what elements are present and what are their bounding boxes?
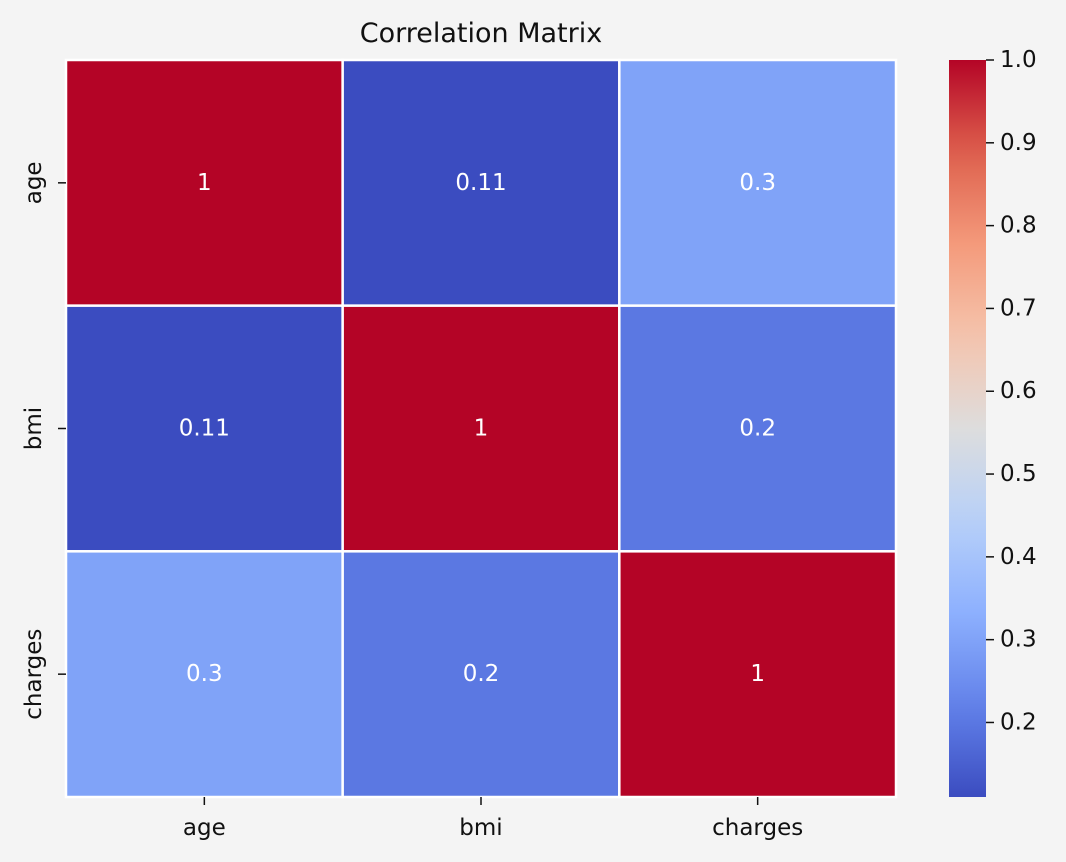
heatmap-cell-bmi-age [64, 304, 344, 553]
heatmap-cell-age-bmi [341, 58, 621, 307]
cell-annotation-bmi-age: 0.11 [179, 416, 230, 442]
cell-annotation-charges-charges: 1 [750, 661, 765, 687]
heatmap-cell-age-age [64, 58, 344, 307]
heatmap-cell-charges-bmi [341, 550, 621, 799]
y-axis: age bmi charges [21, 161, 66, 720]
cell-annotation-age-age: 1 [197, 170, 212, 196]
y-tick-label-bmi: bmi [21, 407, 47, 450]
cell-annotation-bmi-bmi: 1 [474, 416, 489, 442]
colorbar-tick-label-0.8: 0.8 [1000, 213, 1037, 239]
y-tick-label-age: age [21, 161, 47, 204]
colorbar-tick-label-1.0: 1.0 [1000, 47, 1037, 73]
heatmap-cell-bmi-charges [618, 304, 898, 553]
colorbar-tick-label-0.6: 0.6 [1000, 378, 1037, 404]
cell-annotation-bmi-charges: 0.2 [739, 416, 776, 442]
chart-title: Correlation Matrix [360, 18, 602, 49]
x-tick-label-age: age [183, 815, 226, 841]
x-tick-label-charges: charges [712, 815, 803, 841]
heatmap-cell-bmi-bmi [341, 304, 621, 553]
x-tick-label-bmi: bmi [459, 815, 502, 841]
colorbar-tick-label-0.5: 0.5 [1000, 461, 1037, 487]
heatmap-cells: 1 0.11 0.3 0.11 1 0.2 0.3 0.2 1 [64, 58, 898, 799]
cell-annotation-age-bmi: 0.11 [455, 170, 506, 196]
colorbar: 0.2 0.3 0.4 0.5 0.6 0.7 0.8 0.9 1.0 [949, 47, 1037, 797]
y-tick-label-charges: charges [21, 629, 47, 720]
colorbar-tick-label-0.2: 0.2 [1000, 709, 1037, 735]
colorbar-tick-label-0.7: 0.7 [1000, 295, 1037, 321]
heatmap-cell-age-charges [618, 58, 898, 307]
cell-annotation-age-charges: 0.3 [739, 170, 776, 196]
cell-annotation-charges-bmi: 0.2 [463, 661, 500, 687]
cell-annotation-charges-age: 0.3 [186, 661, 223, 687]
colorbar-tick-label-0.4: 0.4 [1000, 544, 1037, 570]
x-axis: age bmi charges [183, 797, 803, 841]
colorbar-gradient [949, 60, 986, 797]
colorbar-tick-label-0.3: 0.3 [1000, 627, 1037, 653]
colorbar-tick-label-0.9: 0.9 [1000, 130, 1037, 156]
